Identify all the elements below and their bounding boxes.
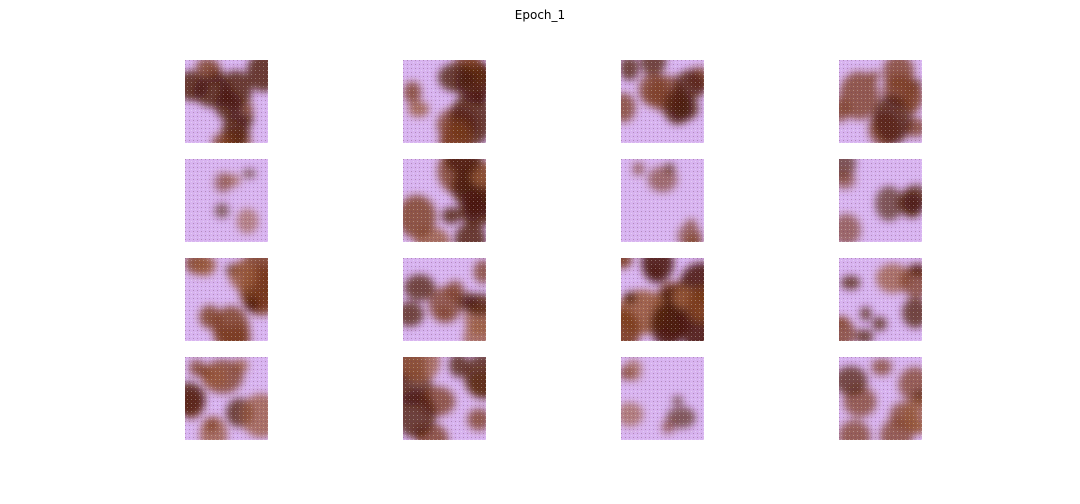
sample-texture <box>185 159 268 242</box>
sample-texture <box>621 357 704 440</box>
generated-sample-image <box>839 258 922 341</box>
sample-texture <box>185 258 268 341</box>
sample-image-canvas <box>839 258 922 341</box>
generated-sample-image <box>621 258 704 341</box>
sample-image-canvas <box>403 357 486 440</box>
generated-sample-image <box>185 357 268 440</box>
generated-sample-image <box>403 258 486 341</box>
figure-title: Epoch_1 <box>514 8 566 22</box>
generated-sample-image <box>403 159 486 242</box>
sample-image-canvas <box>403 159 486 242</box>
sample-texture <box>621 258 704 341</box>
generated-sample-image <box>403 60 486 143</box>
sample-image-canvas <box>839 60 922 143</box>
sample-image-canvas <box>621 159 704 242</box>
sample-image-canvas <box>621 258 704 341</box>
sample-image-canvas <box>185 159 268 242</box>
sample-image-canvas <box>403 258 486 341</box>
sample-texture <box>839 60 922 143</box>
generated-sample-image <box>621 357 704 440</box>
sample-texture <box>403 60 486 143</box>
sample-texture <box>403 159 486 242</box>
sample-texture <box>839 159 922 242</box>
generated-sample-image <box>839 159 922 242</box>
sample-image-canvas <box>185 357 268 440</box>
generated-sample-image <box>403 357 486 440</box>
sample-texture <box>839 258 922 341</box>
generated-sample-image <box>621 60 704 143</box>
generated-sample-image <box>185 159 268 242</box>
sample-image-canvas <box>839 357 922 440</box>
generated-sample-image <box>185 60 268 143</box>
sample-texture <box>621 159 704 242</box>
generated-sample-image <box>621 159 704 242</box>
sample-image-canvas <box>621 60 704 143</box>
sample-texture <box>185 357 268 440</box>
sample-image-canvas <box>403 60 486 143</box>
generated-sample-image <box>839 60 922 143</box>
sample-texture <box>403 258 486 341</box>
sample-image-canvas <box>621 357 704 440</box>
sample-texture <box>185 60 268 143</box>
sample-texture <box>403 357 486 440</box>
sample-texture <box>839 357 922 440</box>
sample-texture <box>621 60 704 143</box>
sample-image-canvas <box>185 258 268 341</box>
sample-image-canvas <box>839 159 922 242</box>
generated-sample-image <box>185 258 268 341</box>
sample-image-canvas <box>185 60 268 143</box>
generated-sample-image <box>839 357 922 440</box>
